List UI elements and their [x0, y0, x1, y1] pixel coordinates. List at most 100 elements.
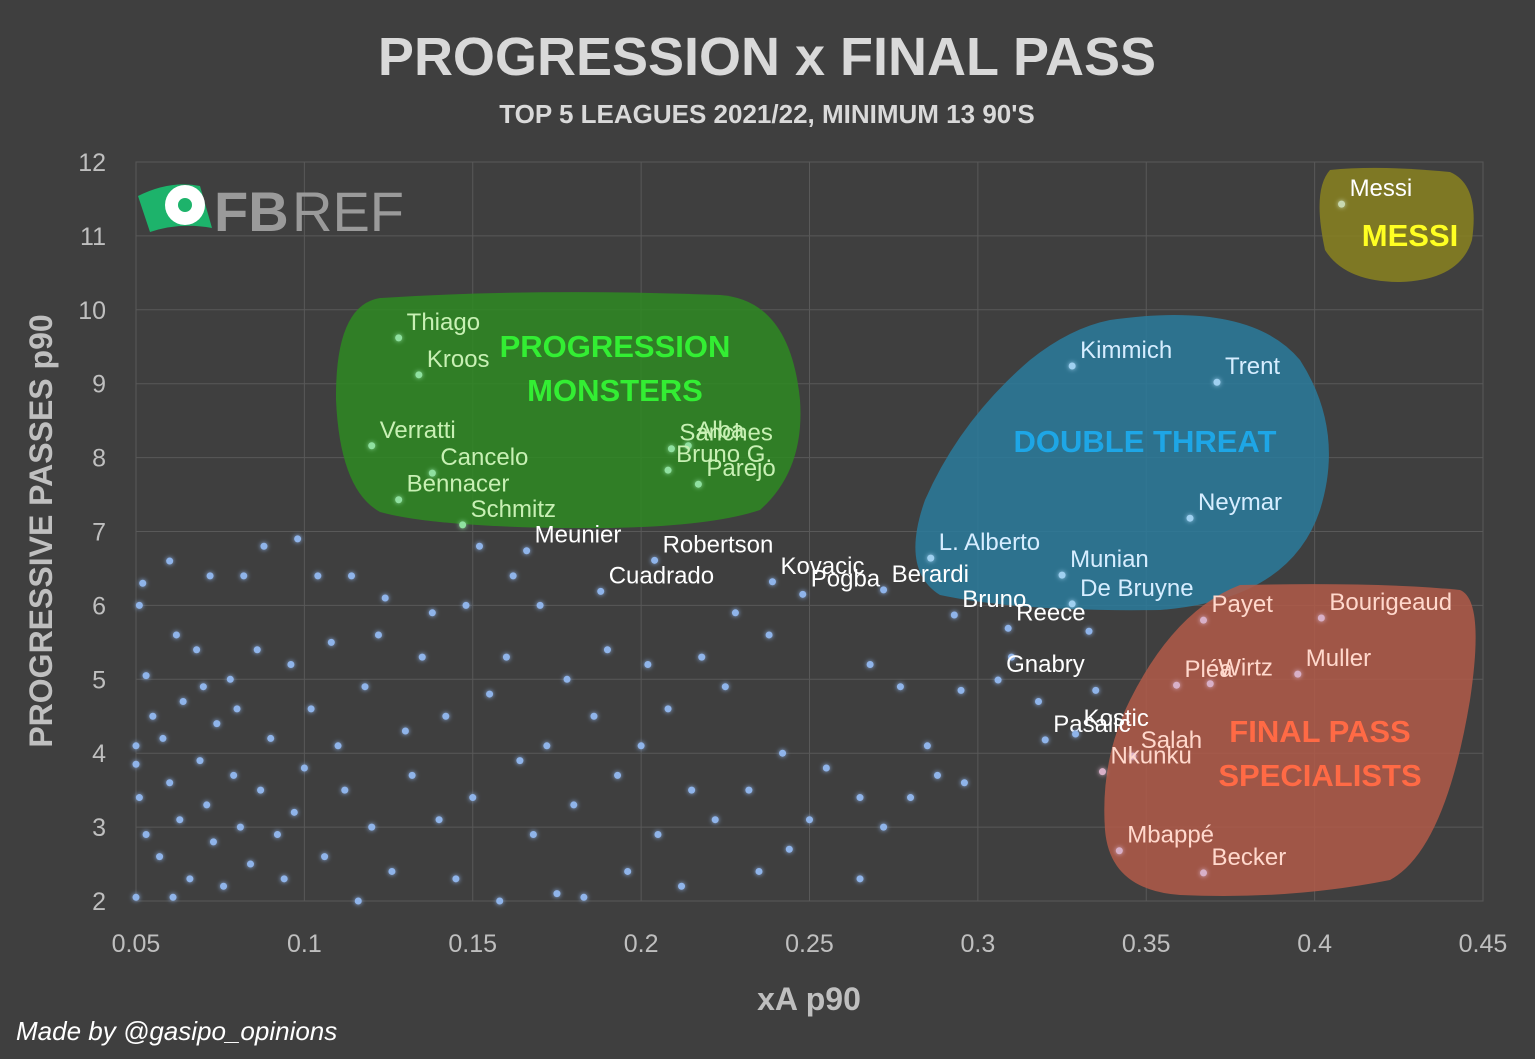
region-blob [1319, 167, 1474, 282]
y-tick-label: 9 [92, 371, 106, 399]
point [196, 757, 204, 765]
point [711, 816, 719, 824]
point [294, 535, 302, 543]
point [354, 897, 362, 905]
point [597, 587, 605, 595]
y-tick-label: 5 [92, 666, 106, 694]
point-label: Payet [1211, 591, 1273, 618]
point [765, 631, 773, 639]
x-tick-label: 0.25 [785, 930, 834, 958]
point-label: Thiago [407, 309, 480, 336]
point [957, 686, 965, 694]
point [1213, 378, 1221, 386]
point-label: Parejo [706, 455, 775, 482]
point [664, 705, 672, 713]
x-tick-label: 0.35 [1122, 930, 1171, 958]
point-label: Sanches [679, 420, 772, 447]
point [1115, 847, 1123, 855]
point [290, 808, 298, 816]
point-label: Schmitz [471, 496, 556, 523]
point [233, 705, 241, 713]
point-label: Kroos [427, 346, 490, 373]
point [994, 676, 1002, 684]
point [880, 586, 888, 594]
point [644, 661, 652, 669]
y-tick-label: 4 [92, 740, 106, 768]
point [415, 371, 423, 379]
point [135, 601, 143, 609]
point [799, 590, 807, 598]
point [236, 823, 244, 831]
point [896, 683, 904, 691]
point-label: Pasalic [1053, 711, 1130, 738]
point [1173, 681, 1181, 689]
point [361, 683, 369, 691]
point [1008, 653, 1016, 661]
point-label: Pogba [811, 565, 881, 592]
point [257, 786, 265, 794]
point-label: Bourigeaud [1329, 589, 1452, 616]
point [927, 554, 935, 562]
y-tick-label: 6 [92, 592, 106, 620]
point [179, 697, 187, 705]
point [172, 631, 180, 639]
point [880, 823, 888, 831]
point [637, 742, 645, 750]
point [166, 779, 174, 787]
point [1199, 869, 1207, 877]
region-label: DOUBLE THREAT [1013, 424, 1277, 459]
point [132, 742, 140, 750]
point [523, 547, 531, 555]
point [960, 779, 968, 787]
region-blob [1104, 584, 1476, 896]
point [462, 601, 470, 609]
x-tick-label: 0.2 [624, 930, 659, 958]
point [543, 742, 551, 750]
y-tick-label: 11 [80, 223, 106, 251]
point [950, 611, 958, 619]
chart-subtitle: TOP 5 LEAGUES 2021/22, MINIMUM 13 90'S [499, 99, 1035, 129]
point [509, 572, 517, 580]
point-label: Alba [696, 417, 745, 444]
point-label: Bennacer [407, 471, 510, 498]
y-axis-label: PROGRESSIVE PASSES p90 [23, 314, 59, 747]
point [667, 445, 675, 453]
point [785, 845, 793, 853]
point [246, 860, 254, 868]
point [142, 830, 150, 838]
point [213, 720, 221, 728]
point [327, 638, 335, 646]
point-label: Munian [1070, 546, 1149, 573]
logo-text: REF [292, 180, 404, 243]
point [688, 786, 696, 794]
point [1098, 768, 1106, 776]
logo: FB REF [138, 180, 404, 243]
region-label: FINAL PASS SPECIALISTS [1218, 714, 1422, 793]
point [203, 801, 211, 809]
point [678, 882, 686, 890]
point [186, 875, 194, 883]
point [260, 542, 268, 550]
point-label: L. Alberto [939, 529, 1040, 556]
point [321, 853, 329, 861]
point [614, 771, 622, 779]
point-label: Robertson [663, 531, 774, 558]
point [563, 675, 571, 683]
region-blob [915, 315, 1329, 611]
point [395, 496, 403, 504]
point [779, 749, 787, 757]
point [156, 853, 164, 861]
x-tick-label: 0.1 [287, 930, 322, 958]
point-label: Messi [1350, 175, 1413, 202]
point [590, 712, 598, 720]
point [176, 816, 184, 824]
point [698, 653, 706, 661]
point-label: Gnabry [1006, 651, 1085, 678]
point [654, 830, 662, 838]
point [230, 771, 238, 779]
point [755, 867, 763, 875]
y-tick-label: 10 [78, 297, 106, 325]
point [307, 705, 315, 713]
